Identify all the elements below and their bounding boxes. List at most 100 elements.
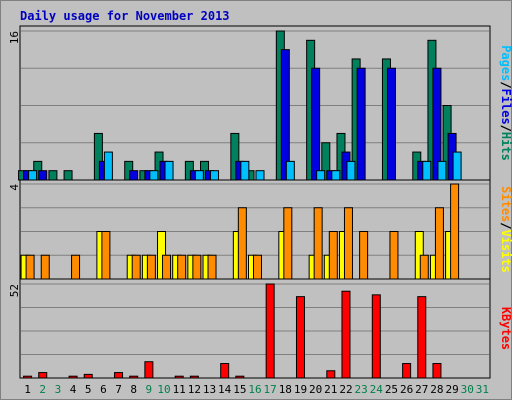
y-max-label: 4	[8, 184, 21, 191]
day-label-17: 17	[264, 383, 277, 396]
day-label-10: 10	[157, 383, 170, 396]
visits-bar-sites-day-23	[359, 231, 369, 280]
legend-item: Sites	[499, 186, 512, 222]
hits-bar-pages-day-6	[103, 151, 113, 181]
hits-bar-pages-day-10	[164, 160, 174, 181]
day-label-16: 16	[248, 383, 261, 396]
kbytes-bar-kbytes-day-1	[23, 375, 33, 379]
visits-bar-sites-day-22	[343, 207, 353, 280]
visits-bar-sites-day-20	[313, 207, 323, 280]
day-label-8: 8	[130, 383, 137, 396]
visits-bar-sites-day-10	[162, 254, 172, 280]
hits-bar-pages-day-1	[28, 170, 38, 181]
kbytes-bar-kbytes-day-21	[326, 370, 336, 379]
legend-item: Files	[499, 89, 512, 125]
day-label-23: 23	[355, 383, 368, 396]
day-label-1: 1	[24, 383, 31, 396]
kbytes-bar-kbytes-day-14	[220, 363, 230, 379]
day-label-21: 21	[324, 383, 337, 396]
day-label-20: 20	[309, 383, 322, 396]
visits-bar-sites-day-15	[237, 207, 247, 280]
hits-bar-pages-day-22	[346, 160, 356, 181]
visits-legend: Sites/Visits	[499, 186, 512, 273]
hits-legend: Pages/Files/Hits	[499, 45, 512, 161]
legend-item: Hits	[499, 132, 512, 161]
legend-item: /	[499, 125, 512, 132]
legend-item: Pages	[499, 45, 512, 81]
kbytes-bar-kbytes-day-17	[265, 283, 275, 379]
kbytes-bar-kbytes-day-26	[402, 363, 412, 379]
day-label-30: 30	[461, 383, 474, 396]
hits-bar-pages-day-28	[437, 160, 447, 181]
hits-bar-files-day-8	[129, 170, 139, 181]
legend-item: Visits	[499, 230, 512, 273]
hits-bar-pages-day-9	[149, 170, 159, 181]
day-label-9: 9	[146, 383, 153, 396]
visits-bar-sites-day-28	[434, 207, 444, 280]
visits-bar-sites-day-4	[71, 254, 81, 280]
panel-frame	[19, 278, 491, 379]
visits-bar-sites-day-11	[177, 254, 187, 280]
hits-bar-files-day-18	[280, 49, 290, 181]
visits-bar-sites-day-6	[101, 231, 111, 280]
y-max-label: 52	[8, 284, 21, 297]
day-label-13: 13	[203, 383, 216, 396]
hits-bar-pages-day-18	[285, 160, 295, 181]
visits-bar-sites-day-29	[450, 183, 460, 280]
visits-bar-sites-day-9	[146, 254, 156, 280]
day-label-28: 28	[430, 383, 443, 396]
kbytes-bar-kbytes-day-27	[417, 296, 427, 379]
hits-bar-pages-day-21	[331, 170, 341, 181]
kbytes-bar-kbytes-day-19	[295, 296, 305, 379]
legend-item: /	[499, 222, 512, 229]
visits-bar-sites-day-25	[389, 231, 399, 280]
hits-bar-pages-day-20	[316, 170, 326, 181]
day-label-15: 15	[233, 383, 246, 396]
visits-bar-sites-day-1	[25, 254, 35, 280]
panel-visits: 4 Sites/Visits	[8, 179, 512, 280]
kbytes-bar-kbytes-day-28	[432, 363, 442, 379]
y-max-label: 16	[8, 31, 21, 44]
day-label-27: 27	[415, 383, 428, 396]
day-label-12: 12	[188, 383, 201, 396]
day-label-29: 29	[445, 383, 458, 396]
day-label-31: 31	[476, 383, 489, 396]
day-label-22: 22	[339, 383, 352, 396]
kbytes-bar-kbytes-day-8	[129, 375, 139, 379]
legend-item: /	[499, 81, 512, 88]
day-label-7: 7	[115, 383, 122, 396]
panel-kbytes: 52 KBytes	[8, 278, 512, 379]
day-label-5: 5	[85, 383, 92, 396]
visits-bar-sites-day-27	[419, 254, 429, 280]
hits-bar-hits-day-4	[63, 170, 73, 181]
kbytes-bar-kbytes-day-11	[174, 375, 184, 379]
day-label-6: 6	[100, 383, 107, 396]
legend-item: KBytes	[499, 307, 512, 350]
visits-bar-sites-day-13	[207, 254, 217, 280]
day-label-19: 19	[294, 383, 307, 396]
visits-bar-sites-day-16	[253, 254, 262, 280]
hits-bar-pages-day-13	[210, 170, 220, 181]
kbytes-bar-kbytes-day-2	[38, 372, 48, 379]
hits-bar-files-day-23	[356, 67, 366, 181]
day-label-4: 4	[70, 383, 77, 396]
kbytes-bar-kbytes-day-22	[341, 290, 351, 379]
day-label-25: 25	[385, 383, 398, 396]
day-label-26: 26	[400, 383, 413, 396]
kbytes-bar-kbytes-day-7	[114, 372, 124, 379]
hits-bar-files-day-20	[311, 67, 321, 181]
day-labels: 1 2 3 4 5 6 7 8 9 10 11 12 13 14 15 16 17 18 19 20 21 22 23 24 2…	[24, 383, 489, 396]
visits-bar-sites-day-2	[40, 254, 50, 280]
kbytes-bar-kbytes-day-15	[235, 375, 245, 379]
hits-bar-files-day-2	[38, 170, 48, 181]
kbytes-bar-kbytes-day-5	[83, 373, 93, 379]
hits-bar-pages-day-27	[422, 160, 432, 181]
kbytes-bar-kbytes-day-24	[371, 294, 381, 379]
hits-bar-pages-day-12	[194, 170, 204, 181]
visits-bar-sites-day-18	[283, 207, 293, 280]
kbytes-legend: KBytes	[499, 307, 512, 350]
day-label-14: 14	[218, 383, 232, 396]
day-label-24: 24	[370, 383, 384, 396]
